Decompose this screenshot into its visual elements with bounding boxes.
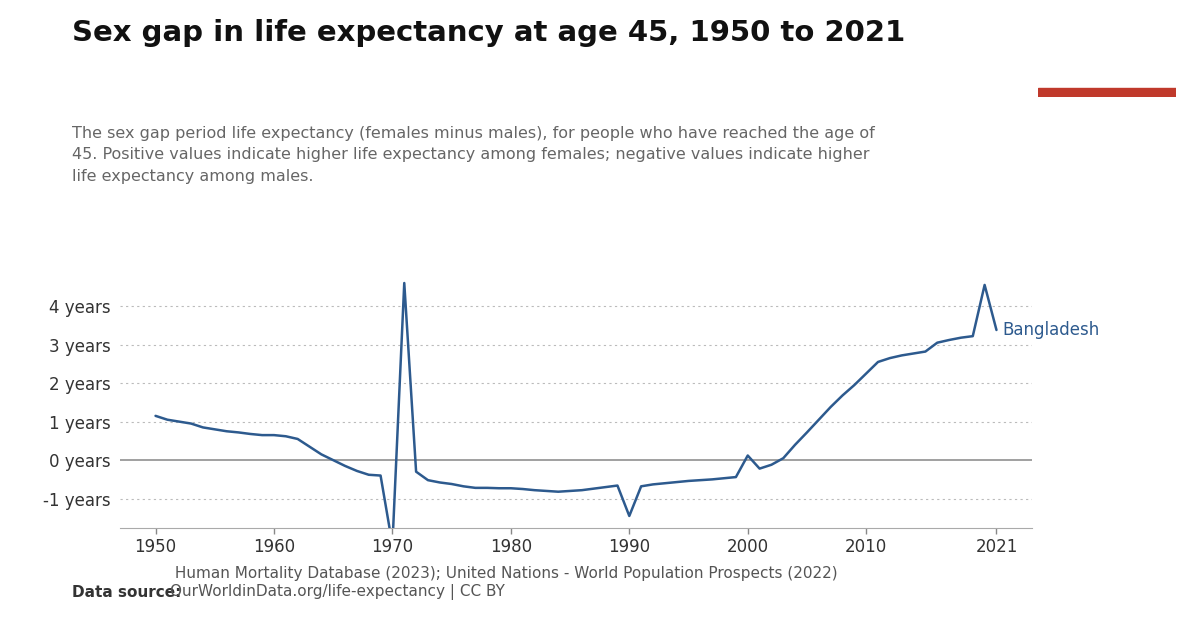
Text: The sex gap period life expectancy (females minus males), for people who have re: The sex gap period life expectancy (fema… [72,126,875,184]
Text: Bangladesh: Bangladesh [1002,321,1099,339]
Text: Human Mortality Database (2023); United Nations - World Population Prospects (20: Human Mortality Database (2023); United … [170,566,838,600]
Text: Sex gap in life expectancy at age 45, 1950 to 2021: Sex gap in life expectancy at age 45, 19… [72,19,905,47]
Bar [1038,88,1176,97]
Text: Data source:: Data source: [72,585,181,600]
Text: Our World: Our World [1074,36,1140,49]
Text: in Data: in Data [1084,58,1130,71]
